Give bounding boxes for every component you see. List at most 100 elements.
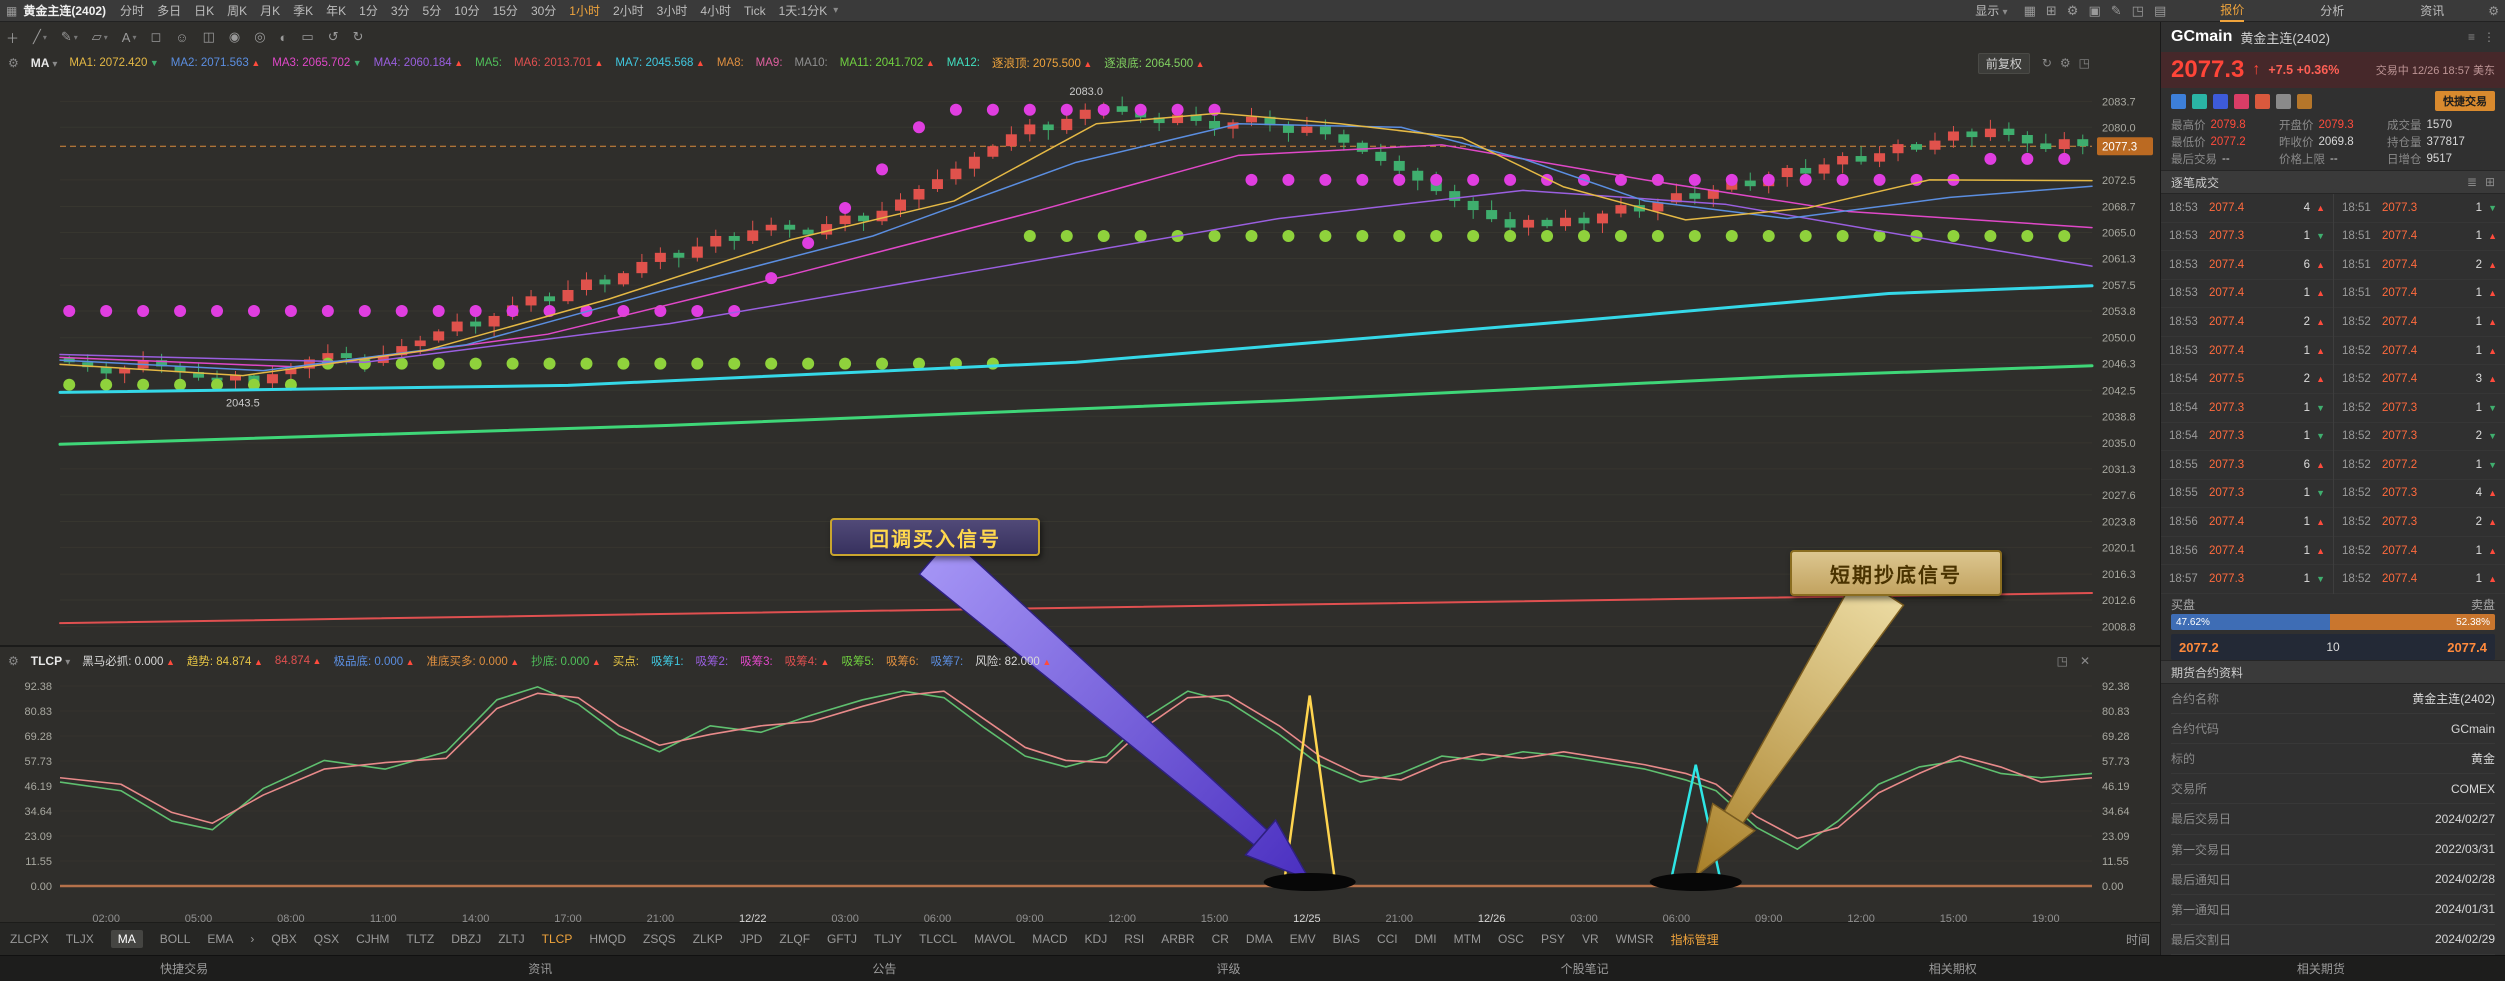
indicator-tab-ZLCPX[interactable]: ZLCPX (10, 932, 49, 946)
period-button-周K[interactable]: 周K (227, 4, 248, 18)
period-button-年K[interactable]: 年K (326, 4, 347, 18)
indicator-tab-ZLKP[interactable]: ZLKP (692, 932, 723, 946)
period-button-4小时[interactable]: 4小时 (700, 4, 732, 18)
screenshot-icon[interactable]: ▣ (2088, 2, 2101, 18)
emoji-icon[interactable]: ☺ (175, 29, 189, 45)
display-dropdown[interactable]: 显示 ▾ (1975, 4, 2008, 18)
tick-list-icon[interactable]: ≣ (2466, 175, 2477, 189)
period-button-5分[interactable]: 5分 (422, 4, 442, 18)
indicator-tab-VR[interactable]: VR (1582, 932, 1599, 946)
ma-settings-gear-icon[interactable]: ⚙ (8, 56, 19, 70)
visibility-icon[interactable]: ◐ (279, 29, 288, 45)
shape-icon[interactable]: ▱ ▾ (91, 29, 108, 44)
text-icon[interactable]: A ▾ (121, 29, 137, 45)
period-button-2小时[interactable]: 2小时 (612, 4, 644, 18)
period-button-15分[interactable]: 15分 (492, 4, 518, 18)
quick-trade-button[interactable]: 快捷交易 (2435, 91, 2495, 111)
indicator-tab-EMV[interactable]: EMV (1289, 932, 1316, 946)
chart-settings-icon[interactable]: ⚙ (2059, 56, 2071, 70)
tlcp-settings-gear-icon[interactable]: ⚙ (8, 654, 19, 668)
period-button-分时[interactable]: 分时 (120, 4, 145, 18)
redo-icon[interactable]: ↻ (352, 29, 364, 44)
magnet-icon[interactable]: ◉ (228, 29, 241, 44)
draw-mode-icon[interactable]: ✎ (2110, 2, 2122, 18)
period-button-季K[interactable]: 季K (293, 4, 314, 18)
price-adjust-button[interactable]: 前复权 (1977, 52, 2030, 74)
indicator-tab-QBX[interactable]: QBX (271, 932, 297, 946)
window-icon[interactable]: ▦ (6, 3, 18, 18)
indicator-tab-CR[interactable]: CR (1211, 932, 1229, 946)
indicator-tab-OSC[interactable]: OSC (1497, 932, 1524, 946)
period-button-日K[interactable]: 日K (194, 4, 215, 18)
indicator-tab-TLTZ[interactable]: TLTZ (406, 932, 435, 946)
panel-close-icon[interactable]: ✕ (2079, 654, 2090, 668)
layout-icon[interactable]: ▦ (2023, 2, 2036, 18)
bottom-tab-资讯[interactable]: 资讯 (528, 962, 553, 976)
indicator-tab-MAVOL[interactable]: MAVOL (974, 932, 1016, 946)
indicator-tab-DBZJ[interactable]: DBZJ (451, 932, 482, 946)
market-app-icon-3[interactable] (2234, 93, 2249, 109)
ma-indicator-dropdown[interactable]: MA ▾ (30, 56, 58, 70)
indicator-tab-指标管理[interactable]: 指标管理 (1670, 932, 1719, 947)
market-app-icon-0[interactable] (2171, 93, 2186, 109)
indicator-tab-GFTJ[interactable]: GFTJ (827, 932, 858, 946)
indicator-tab-ARBR[interactable]: ARBR (1161, 932, 1195, 946)
indicator-tab-RSI[interactable]: RSI (1124, 932, 1145, 946)
brush-icon[interactable]: ✎ ▾ (60, 29, 78, 44)
indicator-tab-BOLL[interactable]: BOLL (159, 932, 191, 946)
period-more-caret-icon[interactable]: ▾ (833, 5, 839, 16)
bottom-tab-相关期权[interactable]: 相关期权 (1928, 962, 1977, 976)
period-button-多日[interactable]: 多日 (157, 4, 182, 18)
bottom-tab-公告[interactable]: 公告 (872, 962, 897, 976)
trendline-icon[interactable]: ╱ ▾ (33, 29, 47, 44)
tab-报价[interactable]: 报价 (2220, 0, 2245, 22)
indicator-tab-CCI[interactable]: CCI (1376, 932, 1398, 946)
indicator-tab-DMA[interactable]: DMA (1245, 932, 1273, 946)
market-app-icon-5[interactable] (2276, 93, 2291, 109)
market-app-icon-1[interactable] (2192, 93, 2207, 109)
fullscreen-icon[interactable]: ◳ (2131, 2, 2144, 18)
bottom-tab-个股笔记[interactable]: 个股笔记 (1560, 962, 1609, 976)
bottom-tab-评级[interactable]: 评级 (1216, 962, 1241, 976)
market-app-icon-4[interactable] (2255, 93, 2270, 109)
note-icon[interactable]: ◻ (150, 29, 162, 44)
bottom-tab-相关期货[interactable]: 相关期货 (2296, 962, 2345, 976)
bottom-tab-快捷交易[interactable]: 快捷交易 (160, 962, 209, 976)
indicator-tab-CJHM[interactable]: CJHM (356, 932, 390, 946)
expand-chart-icon[interactable]: ◳ (2078, 56, 2090, 70)
refresh-icon[interactable]: ↻ (2041, 56, 2052, 70)
continuous-draw-icon[interactable]: ◎ (254, 29, 266, 44)
indicator-tab-EMA[interactable]: EMA (207, 932, 234, 946)
indicator-tab-MA[interactable]: MA (110, 930, 143, 948)
tlcp-indicator-dropdown[interactable]: TLCP ▾ (30, 654, 71, 668)
indicator-tab-TLJX[interactable]: TLJX (65, 932, 94, 946)
indicator-tab-ZSQS[interactable]: ZSQS (643, 932, 676, 946)
tab-资讯[interactable]: 资讯 (2420, 3, 2445, 18)
indicator-tab-BIAS[interactable]: BIAS (1332, 932, 1360, 946)
panel-maximize-icon[interactable]: ◳ (2056, 654, 2068, 668)
market-app-icon-2[interactable] (2213, 93, 2228, 109)
market-app-icon-6[interactable] (2297, 93, 2312, 109)
indicator-tab-JPD[interactable]: JPD (739, 932, 763, 946)
settings-icon[interactable]: ⚙ (2066, 2, 2079, 18)
indicator-tab-DMI[interactable]: DMI (1414, 932, 1437, 946)
quote-more-icon[interactable]: ⋮ (2483, 30, 2495, 44)
period-button-月K[interactable]: 月K (260, 4, 281, 18)
settings-gear-icon[interactable]: ⚙ (2488, 3, 2499, 18)
indicator-tab-TLCCL[interactable]: TLCCL (919, 932, 958, 946)
indicator-tab-MTM[interactable]: MTM (1453, 932, 1481, 946)
indicator-tab-PSY[interactable]: PSY (1540, 932, 1565, 946)
grid-icon[interactable]: ⊞ (2045, 2, 2057, 18)
tick-expand-icon[interactable]: ⊞ (2484, 175, 2495, 189)
period-button-3小时[interactable]: 3小时 (656, 4, 688, 18)
collapse-icon[interactable]: ▤ (2153, 2, 2167, 18)
indicator-tab-KDJ[interactable]: KDJ (1084, 932, 1108, 946)
period-button-30分[interactable]: 30分 (530, 4, 557, 18)
crosshair-icon[interactable]: ＋ (6, 30, 20, 46)
period-button-1天:1分K[interactable]: 1天:1分K (778, 4, 828, 18)
indicator-tab-TLCP[interactable]: TLCP (541, 932, 573, 946)
undo-icon[interactable]: ↺ (327, 29, 339, 44)
period-button-1小时[interactable]: 1小时 (569, 4, 600, 18)
indicator-tab-ZLQF[interactable]: ZLQF (779, 932, 811, 946)
period-button-3分[interactable]: 3分 (390, 4, 410, 18)
